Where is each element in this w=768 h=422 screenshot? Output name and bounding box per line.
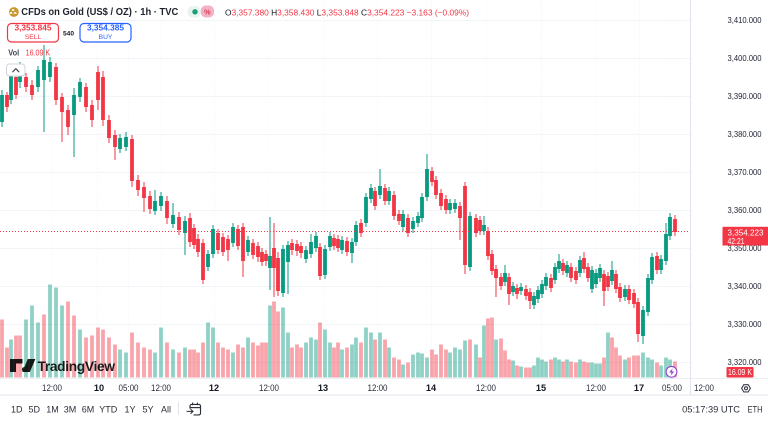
svg-text:3,380.000: 3,380.000 (728, 129, 762, 139)
svg-text:3,354.223: 3,354.223 (728, 228, 764, 238)
svg-text:12:00: 12:00 (476, 383, 496, 393)
svg-text:16.09 K: 16.09 K (26, 49, 51, 58)
svg-text:540: 540 (63, 30, 74, 37)
svg-text:13: 13 (318, 383, 328, 393)
svg-text:12:00: 12:00 (586, 383, 606, 393)
svg-text:YTD: YTD (99, 405, 118, 415)
svg-text:12:00: 12:00 (151, 383, 171, 393)
svg-text:3M: 3M (64, 405, 77, 415)
svg-text:42:21: 42:21 (728, 237, 745, 246)
svg-text:Vol: Vol (8, 48, 19, 58)
svg-text:3,410.000: 3,410.000 (728, 15, 762, 25)
svg-text:1M: 1M (46, 405, 59, 415)
svg-text:CFDs on Gold (US$ / OZ) · 1h ·: CFDs on Gold (US$ / OZ) · 1h · TVC (21, 7, 178, 18)
svg-text:12: 12 (209, 383, 219, 393)
svg-text:3,370.000: 3,370.000 (728, 167, 762, 177)
svg-text:12:00: 12:00 (694, 383, 714, 393)
svg-text:ETH: ETH (748, 405, 763, 415)
svg-text:BUY: BUY (99, 34, 113, 41)
svg-text:12:00: 12:00 (259, 383, 279, 393)
svg-text:3,353.845: 3,353.845 (15, 24, 52, 33)
svg-text:5Y: 5Y (142, 405, 153, 415)
svg-text:16.09 K: 16.09 K (728, 368, 753, 377)
svg-text:SELL: SELL (25, 34, 42, 41)
svg-text:12:00: 12:00 (42, 383, 62, 393)
svg-text:3,390.000: 3,390.000 (728, 91, 762, 101)
svg-text:3,354.385: 3,354.385 (87, 24, 124, 33)
svg-text:05:00: 05:00 (662, 383, 682, 393)
svg-text:1Y: 1Y (124, 405, 135, 415)
svg-text:17: 17 (634, 383, 644, 393)
svg-text:15: 15 (536, 383, 546, 393)
svg-text:05:17:39 UTC: 05:17:39 UTC (682, 404, 740, 414)
svg-text:3,350.000: 3,350.000 (728, 243, 762, 253)
svg-text:5D: 5D (28, 405, 40, 415)
svg-text:3,340.000: 3,340.000 (728, 281, 762, 291)
svg-text:12:00: 12:00 (368, 383, 388, 393)
svg-text:All: All (161, 405, 171, 415)
svg-text:O3,357.380 H3,358.430 L3,353.8: O3,357.380 H3,358.430 L3,353.848 C3,354.… (225, 7, 469, 17)
svg-text:05:00: 05:00 (119, 383, 139, 393)
svg-text:%: % (204, 7, 211, 16)
svg-text:3,330.000: 3,330.000 (728, 319, 762, 329)
svg-text:3,360.000: 3,360.000 (728, 205, 762, 215)
svg-text:TradingView: TradingView (38, 359, 116, 374)
svg-text:3,400.000: 3,400.000 (728, 53, 762, 63)
svg-text:10: 10 (94, 383, 104, 393)
svg-text:14: 14 (426, 383, 437, 393)
svg-text:1D: 1D (11, 405, 23, 415)
svg-text:6M: 6M (82, 405, 95, 415)
svg-text:3,320.000: 3,320.000 (728, 357, 762, 367)
